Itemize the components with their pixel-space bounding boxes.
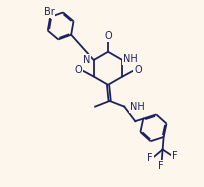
Text: F: F [172, 151, 177, 160]
Text: Br: Br [44, 7, 54, 17]
Text: F: F [159, 161, 164, 171]
Text: F: F [147, 153, 153, 163]
Text: O: O [74, 65, 82, 75]
Text: O: O [104, 31, 112, 41]
Text: O: O [134, 65, 142, 75]
Text: NH: NH [130, 102, 145, 112]
Text: N: N [83, 55, 90, 65]
Text: NH: NH [123, 54, 138, 64]
